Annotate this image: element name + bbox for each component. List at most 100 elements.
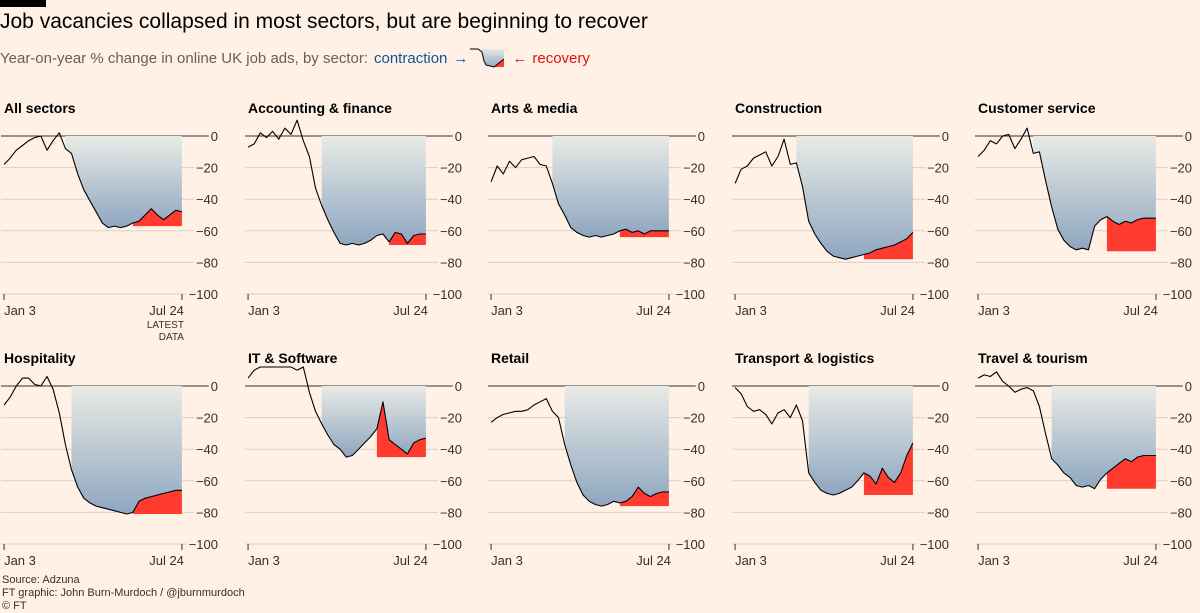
contraction-area xyxy=(1051,386,1156,489)
x-tick-label: Jul 24 xyxy=(636,303,671,318)
panel-title: Transport & logistics xyxy=(735,350,874,366)
x-tick-label: Jan 3 xyxy=(4,303,36,318)
y-tick-label-bg xyxy=(924,255,951,271)
y-tick-label: −40 xyxy=(440,442,462,457)
y-tick-label: −40 xyxy=(1170,192,1192,207)
y-tick-label-bg xyxy=(673,287,707,302)
contraction-area xyxy=(796,136,913,260)
y-tick-label: −20 xyxy=(1170,161,1192,176)
y-tick-label-bg xyxy=(437,442,464,458)
y-tick-label: −40 xyxy=(927,192,949,207)
y-tick-label-bg xyxy=(1182,129,1194,144)
y-tick-label: 0 xyxy=(942,379,949,394)
small-multiples-chart: All sectors 0 −20 −40 −60 −80 −100 Jan 3 Jul 24 L… xyxy=(1,100,1194,568)
recovery-area xyxy=(863,232,913,260)
y-tick-label-bg xyxy=(1167,473,1194,489)
x-tick-label: Jul 24 xyxy=(880,553,915,568)
panel-hospitality: Hospitality 0 −20 −40 −60 −80 −100 Jan 3 Jul 24 xyxy=(1,350,220,568)
legend-recovery-arrow: ← xyxy=(512,49,528,67)
y-tick-label-bg xyxy=(193,410,220,426)
contraction-area xyxy=(808,386,913,495)
x-tick-label: Jan 3 xyxy=(248,553,280,568)
y-tick-label-bg xyxy=(193,505,220,521)
y-tick-label-bg xyxy=(680,442,707,458)
y-tick-label-bg xyxy=(193,160,220,176)
panel-title: Travel & tourism xyxy=(978,350,1088,366)
panel-title: Accounting & finance xyxy=(248,100,392,116)
y-tick-label-bg xyxy=(924,192,951,208)
y-tick-label: 0 xyxy=(1185,129,1192,144)
y-tick-label: −40 xyxy=(927,442,949,457)
y-tick-label: −100 xyxy=(920,537,949,552)
y-tick-label: −100 xyxy=(676,537,705,552)
series-line xyxy=(3,375,182,515)
series-line xyxy=(247,366,427,458)
y-tick-label: −20 xyxy=(927,411,949,426)
y-tick-label: −100 xyxy=(1163,537,1192,552)
x-tick-label: Jul 24 xyxy=(149,553,184,568)
y-tick-label-bg xyxy=(437,473,464,489)
x-tick-label: Jan 3 xyxy=(248,303,280,318)
series-line xyxy=(977,371,1156,490)
y-tick-label: −80 xyxy=(440,255,462,270)
y-tick-label: −60 xyxy=(196,474,218,489)
panel-all-sectors: All sectors 0 −20 −40 −60 −80 −100 Jan 3 Jul 24 L… xyxy=(1,100,220,343)
y-tick-label-bg xyxy=(186,287,220,302)
y-tick-label: −100 xyxy=(189,537,218,552)
panel-title: Construction xyxy=(735,100,822,116)
y-tick-label-bg xyxy=(695,129,707,144)
panel-travel-tourism: Travel & tourism 0 −20 −40 −60 −80 −100 Jan 3 Ju… xyxy=(975,350,1194,568)
latest-data-note: LATEST xyxy=(147,320,184,331)
contraction-area xyxy=(321,386,426,458)
series-line xyxy=(490,398,669,507)
y-tick-label-bg xyxy=(924,223,951,239)
panel-title: Hospitality xyxy=(4,350,76,366)
x-tick-label: Jul 24 xyxy=(880,303,915,318)
y-tick-label: 0 xyxy=(942,129,949,144)
y-tick-label: −60 xyxy=(1170,474,1192,489)
panel-title: All sectors xyxy=(4,100,76,116)
y-tick-label: 0 xyxy=(698,379,705,394)
y-tick-label-bg xyxy=(917,537,951,552)
recovery-area xyxy=(389,232,426,245)
y-tick-label-bg xyxy=(437,255,464,271)
source-note: Source: Adzuna xyxy=(2,574,80,586)
x-tick-label: Jan 3 xyxy=(4,553,36,568)
y-tick-label: 0 xyxy=(211,129,218,144)
contraction-area xyxy=(71,386,182,514)
y-tick-label-bg xyxy=(673,537,707,552)
y-tick-label: −20 xyxy=(1170,411,1192,426)
y-tick-label-bg xyxy=(1167,442,1194,458)
x-tick-label: Jul 24 xyxy=(393,303,428,318)
y-tick-label: −40 xyxy=(1170,442,1192,457)
y-tick-label: −80 xyxy=(1170,255,1192,270)
y-tick-label-bg xyxy=(208,129,220,144)
ft-top-rule xyxy=(0,0,46,7)
x-tick-label: Jan 3 xyxy=(491,303,523,318)
panel-arts-media: Arts & media 0 −20 −40 −60 −80 −100 Jan 3 Jul 24 xyxy=(488,100,707,318)
y-tick-label: 0 xyxy=(211,379,218,394)
y-tick-label: 0 xyxy=(698,129,705,144)
subtitle-text: Year-on-year % change in online UK job a… xyxy=(0,49,368,67)
y-tick-label-bg xyxy=(680,255,707,271)
y-tick-label-bg xyxy=(193,255,220,271)
y-tick-label-bg xyxy=(437,192,464,208)
recovery-area xyxy=(619,487,669,507)
y-tick-label: −20 xyxy=(196,161,218,176)
y-tick-label: −40 xyxy=(683,192,705,207)
y-tick-label: −80 xyxy=(196,255,218,270)
y-tick-label-bg xyxy=(1167,223,1194,239)
panel-title: Arts & media xyxy=(491,100,578,116)
y-tick-label-bg xyxy=(924,473,951,489)
panel-retail: Retail 0 −20 −40 −60 −80 −100 Jan 3 Jul 24 xyxy=(488,350,707,568)
y-tick-label-bg xyxy=(437,410,464,426)
graphic-credit: FT graphic: John Burn-Murdoch / @jburnmu… xyxy=(2,587,245,599)
panel-transport-logistics: Transport & logistics 0 −20 −40 −60 −80 −100 Ja… xyxy=(732,350,951,568)
y-tick-label: −20 xyxy=(927,161,949,176)
y-tick-label-bg xyxy=(917,287,951,302)
latest-data-note: DATA xyxy=(159,332,185,343)
panel-title: Retail xyxy=(491,350,529,366)
y-tick-label-bg xyxy=(1167,255,1194,271)
y-tick-label: −20 xyxy=(196,411,218,426)
y-tick-label: −20 xyxy=(683,161,705,176)
